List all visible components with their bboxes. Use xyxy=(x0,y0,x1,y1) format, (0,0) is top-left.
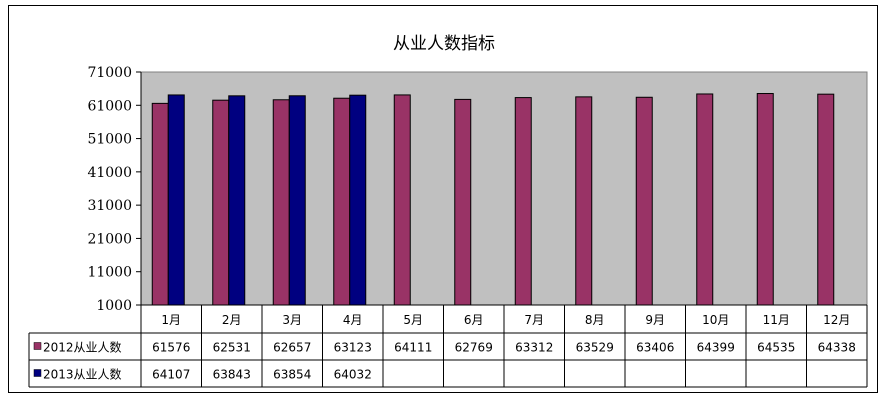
y-axis: 71000 61000 51000 41000 31000 21000 11000 1000 xyxy=(87,65,142,314)
bar-1-10 xyxy=(696,93,714,306)
data-label-1-11: 64535 xyxy=(757,341,795,355)
bar-2-3 xyxy=(288,95,306,306)
x-tick-label: 1月 xyxy=(161,313,181,327)
plot-background xyxy=(140,71,868,306)
bar-1-9 xyxy=(635,96,653,306)
data-label-1-1: 61576 xyxy=(152,341,190,355)
bar-2-2 xyxy=(228,95,246,306)
data-label-1-3: 62657 xyxy=(273,341,311,355)
y-tick-label: 1000 xyxy=(96,298,132,314)
bar-1-5 xyxy=(393,94,411,306)
data-label-1-2: 62531 xyxy=(213,341,251,355)
x-tick-label: 9月 xyxy=(645,313,665,327)
data-label-2-4: 64032 xyxy=(334,368,372,382)
bar-1-8 xyxy=(575,96,593,306)
plot-area xyxy=(140,71,868,306)
data-label-2-3: 63854 xyxy=(273,368,311,382)
chart-frame: 从业人数指标 71000 61000 51000 41000 31000 21000 110… xyxy=(8,5,878,393)
data-label-1-7: 63312 xyxy=(515,341,553,355)
y-tick-label: 31000 xyxy=(87,198,132,214)
data-label-1-10: 64399 xyxy=(697,341,735,355)
bar-2-1 xyxy=(167,94,185,306)
chart-svg: 从业人数指标 71000 61000 51000 41000 31000 21000 110… xyxy=(28,34,868,388)
data-label-1-12: 64338 xyxy=(818,341,856,355)
data-label-2-2: 63843 xyxy=(213,368,251,382)
bars xyxy=(151,93,835,306)
legend-key-2 xyxy=(33,369,42,377)
bar-1-3 xyxy=(272,99,290,306)
y-tick-label: 51000 xyxy=(87,132,132,148)
legend-label-1: 2012从业人数 xyxy=(43,340,122,355)
y-tick-label: 61000 xyxy=(87,98,132,114)
x-tick-label: 3月 xyxy=(282,313,302,327)
bar-1-1 xyxy=(151,102,169,306)
data-table: 1月 2月 3月 4月 5月 6月 7月 8月 9月 10月 11月 12月 2012从业人数 61576… xyxy=(28,304,868,388)
data-label-1-9: 63406 xyxy=(636,341,674,355)
legend-label-2: 2013从业人数 xyxy=(43,367,122,382)
bar-1-4 xyxy=(333,97,351,306)
data-label-2-1: 64107 xyxy=(152,368,190,382)
x-tick-label: 8月 xyxy=(585,313,605,327)
data-label-1-6: 62769 xyxy=(455,341,493,355)
x-tick-label: 11月 xyxy=(763,313,790,327)
data-label-1-8: 63529 xyxy=(576,341,614,355)
bar-1-2 xyxy=(212,99,230,306)
x-tick-label: 5月 xyxy=(403,313,423,327)
x-tick-label: 7月 xyxy=(524,313,544,327)
bar-1-6 xyxy=(454,98,472,306)
x-tick-label: 6月 xyxy=(464,313,484,327)
bar-1-11 xyxy=(756,93,774,306)
bar-1-12 xyxy=(817,93,835,306)
x-tick-label: 10月 xyxy=(702,313,729,327)
x-tick-label: 2月 xyxy=(222,313,242,327)
bar-1-7 xyxy=(514,97,532,306)
data-label-1-5: 64111 xyxy=(394,341,432,355)
x-tick-label: 12月 xyxy=(823,313,850,327)
y-tick-label: 71000 xyxy=(87,65,132,81)
legend-key-1 xyxy=(33,342,42,350)
y-tick-label: 41000 xyxy=(87,165,132,181)
y-tick-label: 11000 xyxy=(87,265,132,281)
chart-title: 从业人数指标 xyxy=(393,34,495,54)
x-tick-label: 4月 xyxy=(343,313,363,327)
y-tick-label: 21000 xyxy=(87,231,132,247)
data-label-1-4: 63123 xyxy=(334,341,372,355)
bar-2-4 xyxy=(349,94,367,306)
